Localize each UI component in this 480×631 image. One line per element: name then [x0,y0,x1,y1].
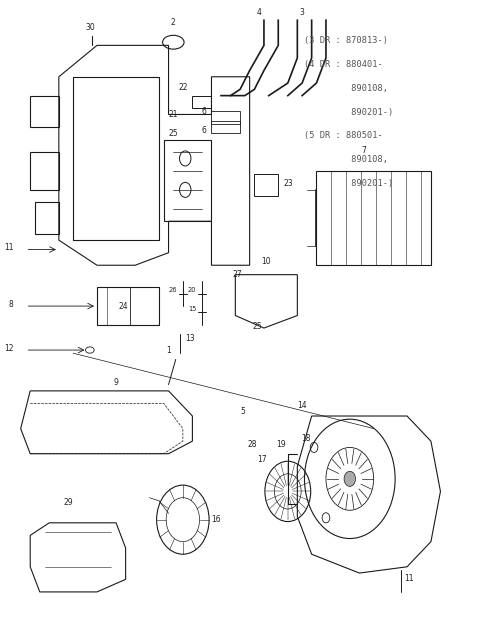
Text: 23: 23 [283,179,293,188]
Text: 14: 14 [297,401,307,410]
Text: 29: 29 [63,498,73,507]
Text: 25: 25 [168,129,178,138]
Text: 2: 2 [171,18,176,27]
Text: 25: 25 [252,322,262,331]
Text: 11: 11 [405,574,414,582]
Text: 11: 11 [4,243,13,252]
Text: (5 DR : 880501-: (5 DR : 880501- [304,131,383,141]
Text: 10: 10 [262,257,271,266]
Text: 21: 21 [168,110,178,119]
Text: 12: 12 [4,344,13,353]
Text: 6: 6 [202,107,207,116]
Text: 27: 27 [233,270,242,279]
Text: 8: 8 [9,300,13,309]
Text: (3 DR : 870813-): (3 DR : 870813-) [304,36,388,45]
Circle shape [344,471,356,487]
Text: 26: 26 [168,287,177,293]
Text: 30: 30 [85,23,95,32]
Text: 17: 17 [257,456,266,464]
Text: 9: 9 [114,379,119,387]
Text: 28: 28 [247,440,257,449]
Text: 24: 24 [119,302,128,310]
Text: 890201-): 890201-) [304,179,394,188]
Text: 20: 20 [188,287,196,293]
Text: 5: 5 [240,407,245,416]
Text: (4 DR : 880401-: (4 DR : 880401- [304,60,383,69]
Text: 4: 4 [257,8,262,17]
Text: 3: 3 [300,8,304,17]
Text: 15: 15 [188,306,196,312]
Text: 19: 19 [276,440,286,449]
Text: 890108,: 890108, [304,84,388,93]
Text: 890108,: 890108, [304,155,388,164]
Text: 18: 18 [301,433,311,442]
Text: 16: 16 [212,515,221,524]
Text: 1: 1 [166,346,171,355]
Text: 22: 22 [178,83,188,93]
Text: 7: 7 [362,146,367,155]
Text: 13: 13 [185,334,195,343]
Text: 6: 6 [202,126,207,134]
Text: 890201-): 890201-) [304,107,394,117]
